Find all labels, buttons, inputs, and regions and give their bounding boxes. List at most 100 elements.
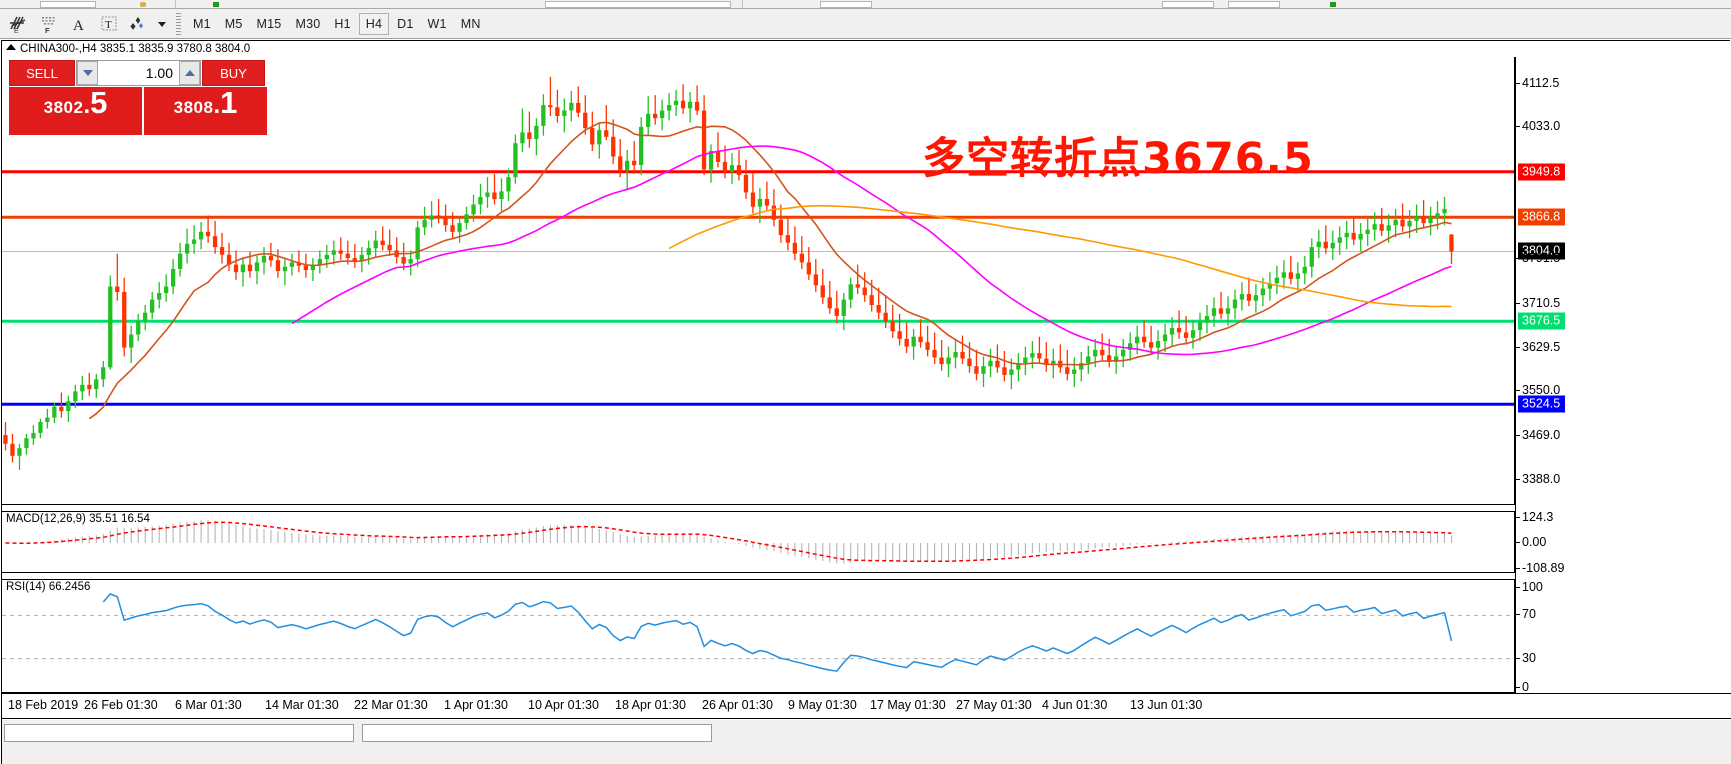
volume-stepper[interactable]: 1.00 [76, 60, 201, 86]
ma-slow-line [668, 205, 1452, 308]
price-tick-3791.5: 3791.5 [1515, 251, 1561, 266]
rsi-line [102, 592, 1453, 672]
chart-area: CHINA300-,H4 3835.1 3835.9 3780.8 3804.0… [1, 40, 1731, 764]
price-plot [2, 76, 1514, 470]
svg-text:A: A [73, 18, 84, 34]
timeframe-m1-button[interactable]: M1 [193, 16, 211, 31]
time-label: 18 Feb 2019 [8, 698, 79, 712]
rsi-pane[interactable]: RSI(14) 66.2456 [2, 579, 1515, 693]
objects-icon[interactable] [124, 11, 154, 37]
chart-annotation-text: 多空转折点3676.5 [922, 134, 1314, 184]
toolbar-field-7[interactable] [1530, 1, 1582, 8]
text-label-icon[interactable]: A [64, 11, 94, 37]
price-badge-3949.8[interactable]: 3949.8 [1518, 163, 1566, 181]
chart-header: CHINA300-,H4 3835.1 3835.9 3780.8 3804.0 [2, 41, 1730, 57]
price-scale[interactable]: 4112.5 4033.0 3949.8 3866.8 3804.0 3791.5 3710… [1515, 57, 1731, 694]
volume-increase-button[interactable] [179, 61, 200, 85]
toolbar-separator [175, 0, 176, 8]
toolbar-field-3[interactable] [545, 1, 731, 8]
price-badge-3804.0[interactable]: 3804.0 [1518, 242, 1566, 260]
macd-tick-124.3: 124.3 [1515, 510, 1554, 524]
svg-text:F: F [45, 26, 50, 34]
macd-signal-line [5, 521, 1452, 563]
time-label: 13 Jun 01:30 [1130, 698, 1203, 712]
time-label: 9 May 01:30 [788, 698, 857, 712]
sell-price-box[interactable]: 3802 . 5 [9, 87, 142, 135]
macd-tick-0.00: 0.00 [1515, 535, 1547, 549]
toolbar-field-4[interactable] [820, 1, 872, 8]
price-tick-3469.0: 3469.0 [1515, 427, 1561, 442]
macd-pane[interactable]: MACD(12,26,9) 35.51 16.54 [2, 511, 1515, 573]
play-icon[interactable] [213, 2, 219, 7]
chart-toolbar: E F A T [0, 9, 1731, 39]
time-label: 1 Apr 01:30 [444, 698, 508, 712]
toolbar-field-5[interactable] [1162, 1, 1214, 8]
chevron-down-icon[interactable] [154, 11, 170, 37]
rsi-label: RSI(14) 66.2456 [6, 581, 91, 593]
price-tick-4112.5: 4112.5 [1515, 75, 1560, 90]
sell-price-fraction: 5 [90, 85, 108, 120]
toolbar-separator [742, 0, 743, 8]
timeframe-m30-button[interactable]: M30 [295, 16, 321, 31]
toolbar-field-6[interactable] [1228, 1, 1280, 8]
one-click-trading-panel: SELL 1.00 BUY 3802 . 5 3808 . 1 [9, 60, 267, 170]
time-label: 6 Mar 01:30 [175, 698, 242, 712]
indicators-icon[interactable]: E [4, 11, 34, 37]
rsi-plot [2, 592, 1514, 672]
buy-price-fraction: 1 [220, 85, 238, 120]
timeframe-m5-button[interactable]: M5 [224, 16, 243, 31]
price-badge-3866.8[interactable]: 3866.8 [1518, 208, 1566, 226]
status-tab-1[interactable] [4, 724, 354, 742]
time-scale[interactable]: 18 Feb 2019 26 Feb 01:30 6 Mar 01:30 14 Mar… [2, 693, 1731, 719]
timeframe-m15-button[interactable]: M15 [256, 16, 282, 31]
upper-toolbar-strip [0, 0, 1731, 9]
price-tick-3629.5: 3629.5 [1515, 339, 1561, 354]
timeframe-d1-button[interactable]: D1 [397, 16, 414, 31]
volume-value[interactable]: 1.00 [98, 61, 179, 85]
sell-price-integer: 3802 [43, 98, 84, 117]
timeframe-w1-button[interactable]: W1 [427, 16, 447, 31]
toolbar-field-1[interactable] [40, 1, 96, 8]
status-bar [2, 720, 1731, 764]
price-tick-3550.0: 3550.0 [1515, 383, 1561, 398]
macd-plot [5, 520, 1453, 564]
volume-decrease-button[interactable] [77, 61, 98, 85]
status-tab-2[interactable] [362, 724, 712, 742]
price-badge-3676.5[interactable]: 3676.5 [1518, 312, 1566, 330]
toolbar-field-2[interactable] [400, 1, 450, 8]
price-badge-3524.5[interactable]: 3524.5 [1518, 395, 1566, 413]
macd-histogram [11, 520, 1453, 564]
buy-button[interactable]: BUY [202, 60, 265, 86]
text-object-icon[interactable]: T [94, 11, 124, 37]
play-icon-2[interactable] [1330, 2, 1336, 7]
timeframe-h1-button[interactable]: H1 [334, 16, 351, 31]
macd-tick--108.89: -108.89 [1515, 561, 1565, 575]
timeframe-mn-button[interactable]: MN [460, 16, 481, 31]
templates-icon[interactable]: F [34, 11, 64, 37]
buy-price-box[interactable]: 3808 . 1 [144, 87, 267, 135]
macd-label: MACD(12,26,9) 35.51 16.54 [6, 513, 150, 525]
time-label: 4 Jun 01:30 [1042, 698, 1108, 712]
time-label: 14 Mar 01:30 [265, 698, 339, 712]
price-tick-3388.0: 3388.0 [1515, 471, 1561, 486]
buy-price-integer: 3808 [173, 98, 214, 117]
toolbar-grip[interactable] [174, 11, 183, 36]
rsi-tick-70: 70 [1516, 607, 1536, 622]
time-label: 10 Apr 01:30 [528, 698, 599, 712]
time-label: 18 Apr 01:30 [615, 698, 686, 712]
sell-button[interactable]: SELL [9, 60, 75, 86]
sell-price-dot: . [83, 92, 91, 119]
timeframe-group: M1 M5 M15 M30 H1 H4 D1 W1 MN [187, 12, 489, 35]
collapse-caret-icon[interactable] [6, 44, 16, 50]
rsi-tick-30: 30 [1516, 650, 1536, 665]
star-icon[interactable] [140, 2, 146, 7]
rsi-tick-100: 100 [1516, 580, 1543, 594]
time-label: 27 May 01:30 [956, 698, 1032, 712]
rsi-tick-0: 0 [1516, 680, 1529, 694]
candlestick-series [2, 76, 1514, 470]
timeframe-h4-button[interactable]: H4 [358, 12, 390, 35]
time-label: 17 May 01:30 [870, 698, 946, 712]
time-label: 26 Apr 01:30 [702, 698, 773, 712]
chart-symbol-ohlc: CHINA300-,H4 3835.1 3835.9 3780.8 3804.0 [20, 43, 251, 55]
